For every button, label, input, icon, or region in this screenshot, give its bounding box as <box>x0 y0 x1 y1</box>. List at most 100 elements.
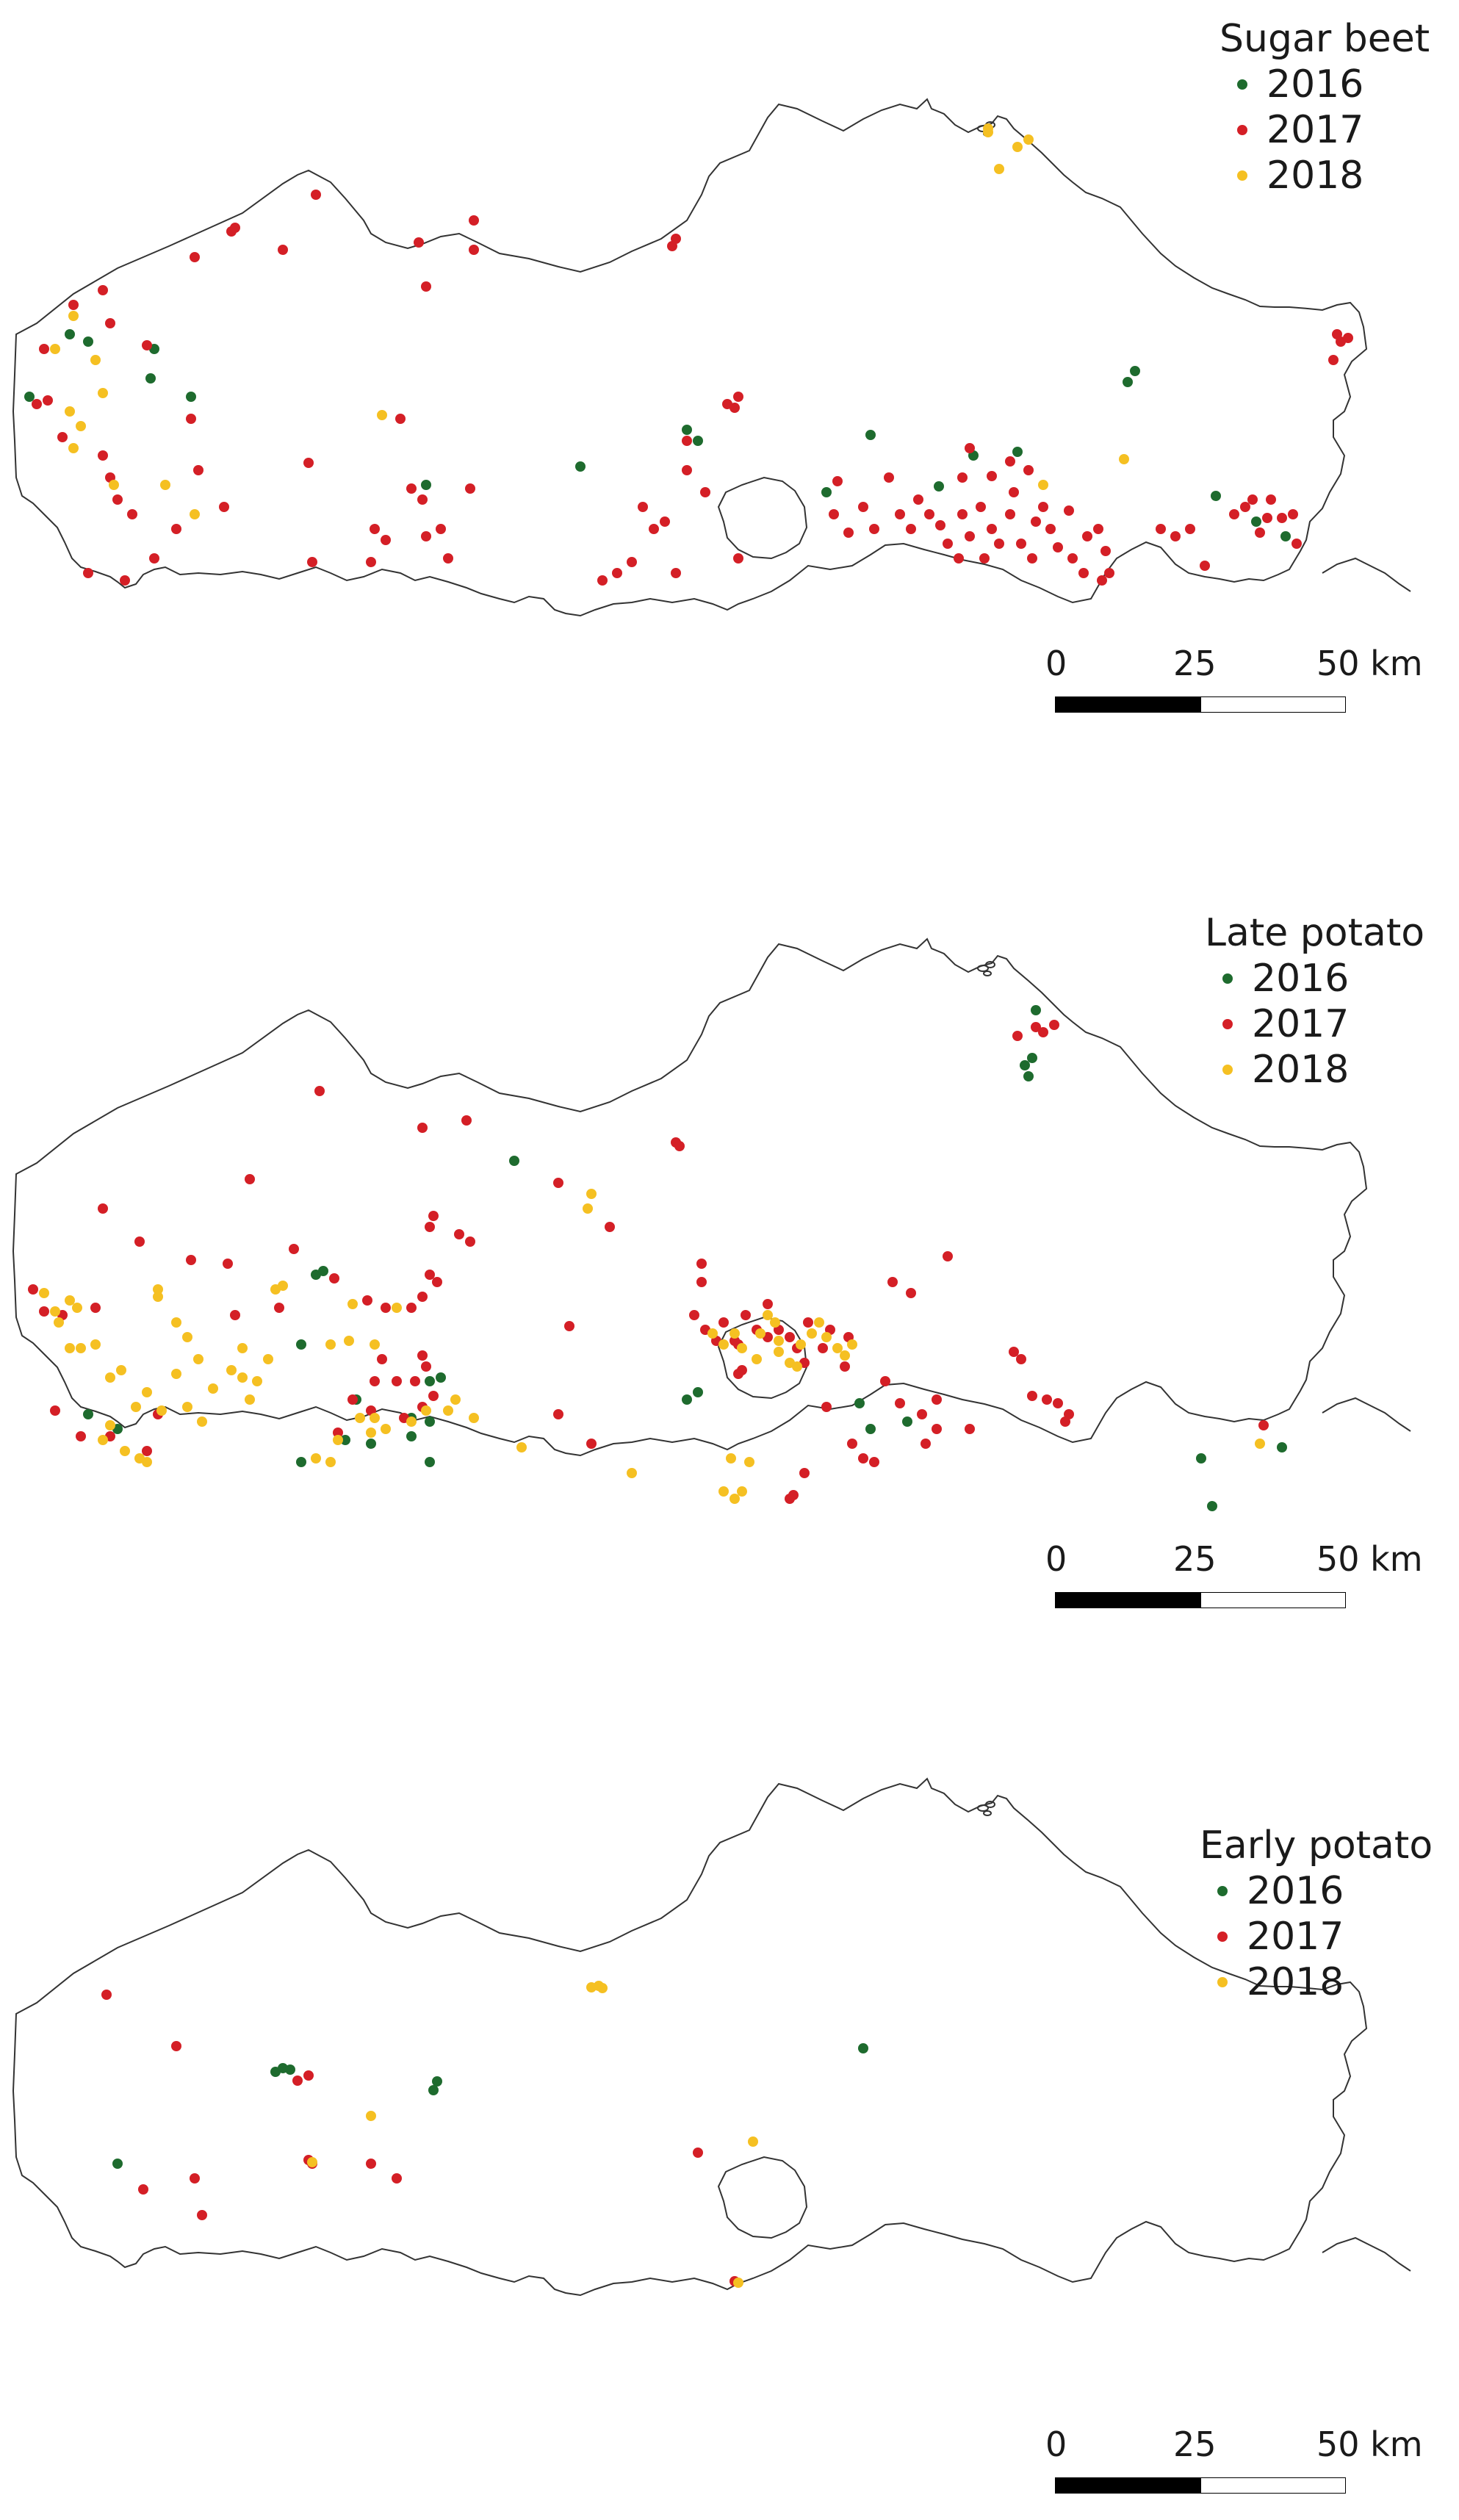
map-panel-sugar-beet: Sugar beet 2016 2017 2018 0 25 50 km <box>0 0 1459 840</box>
field-point-2016 <box>65 329 75 339</box>
field-point-2018 <box>737 1343 747 1353</box>
field-point-2017 <box>311 190 321 200</box>
field-point-2017 <box>76 1431 86 1441</box>
scale-tick-label: 50 km <box>1316 2424 1423 2464</box>
field-point-2016 <box>865 1424 876 1434</box>
field-point-2017 <box>193 465 203 475</box>
legend-item-2017: 2017 <box>1220 107 1430 153</box>
field-point-2016 <box>693 1387 703 1397</box>
legend: Early potato 2016 2017 2018 <box>1200 1823 1433 2005</box>
field-point-2017 <box>803 1317 813 1328</box>
scale-segment-black <box>1055 2477 1200 2494</box>
field-point-2017 <box>443 553 453 564</box>
legend-swatch <box>1237 79 1247 90</box>
scale-bar: 0 25 50 km <box>1028 644 1455 717</box>
field-point-2017 <box>682 436 692 446</box>
field-point-2017 <box>1031 516 1041 527</box>
scale-segment-white <box>1200 2477 1346 2494</box>
field-point-2017 <box>406 483 417 494</box>
field-point-2018 <box>847 1339 857 1350</box>
field-point-2017 <box>230 1310 240 1320</box>
field-point-2017 <box>906 1288 916 1298</box>
field-point-2017 <box>965 531 975 541</box>
field-point-2017 <box>858 1453 868 1464</box>
field-point-2017 <box>627 557 637 567</box>
field-point-2017 <box>965 1424 975 1434</box>
field-point-2017 <box>417 494 428 505</box>
field-point-2017 <box>98 285 108 295</box>
field-point-2016 <box>1023 1071 1034 1081</box>
field-point-2017 <box>1016 539 1026 549</box>
point-layer <box>24 123 1353 586</box>
field-point-2018 <box>730 1328 740 1339</box>
field-point-2018 <box>142 1457 152 1467</box>
field-point-2018 <box>469 1413 479 1423</box>
field-point-2017 <box>417 1123 428 1133</box>
field-point-2017 <box>425 1270 435 1280</box>
field-point-2018 <box>109 480 119 490</box>
scale-segment-white <box>1200 1592 1346 1608</box>
field-point-2017 <box>417 1350 428 1361</box>
field-point-2017 <box>1038 502 1048 512</box>
field-point-2017 <box>370 1376 380 1386</box>
legend-label: 2016 <box>1267 62 1364 107</box>
field-point-2017 <box>1009 1347 1019 1357</box>
field-point-2017 <box>799 1468 810 1478</box>
field-point-2017 <box>1005 456 1015 467</box>
field-point-2017 <box>1328 355 1339 365</box>
field-point-2018 <box>76 421 86 431</box>
field-point-2018 <box>994 164 1004 174</box>
field-point-2017 <box>843 528 854 538</box>
field-point-2016 <box>425 1376 435 1386</box>
field-point-2017 <box>333 1428 343 1438</box>
field-point-2016 <box>296 1457 306 1467</box>
field-point-2018 <box>366 1428 376 1438</box>
field-point-2017 <box>98 1203 108 1214</box>
field-point-2018 <box>270 1284 281 1295</box>
field-point-2018 <box>325 1339 336 1350</box>
field-point-2018 <box>763 1310 773 1320</box>
field-point-2017 <box>564 1321 574 1331</box>
field-point-2018 <box>68 443 79 453</box>
field-point-2017 <box>943 1251 953 1261</box>
field-point-2017 <box>1049 1020 1059 1030</box>
scale-tick-label: 25 <box>1173 644 1217 683</box>
field-point-2018 <box>840 1350 850 1361</box>
northern-islet <box>977 961 995 976</box>
field-point-2016 <box>1280 531 1291 541</box>
field-point-2017 <box>1156 524 1166 534</box>
field-point-2017 <box>847 1439 857 1449</box>
field-point-2017 <box>1266 494 1276 505</box>
field-point-2017 <box>197 2210 207 2220</box>
field-point-2018 <box>197 1416 207 1427</box>
field-point-2018 <box>832 1343 843 1353</box>
field-point-2017 <box>274 1303 284 1313</box>
legend-label: 2017 <box>1267 108 1364 152</box>
legend-label: 2016 <box>1252 957 1350 1001</box>
field-point-2017 <box>1027 553 1037 564</box>
field-point-2017 <box>1247 494 1258 505</box>
field-point-2017 <box>1038 1027 1048 1037</box>
field-point-2018 <box>131 1402 141 1412</box>
region-outline <box>12 1777 1411 2297</box>
map-panel-late-potato: Late potato 2016 2017 2018 0 25 50 km <box>0 840 1459 1680</box>
field-point-2018 <box>105 1372 115 1383</box>
field-point-2017 <box>219 502 229 512</box>
legend: Late potato 2016 2017 2018 <box>1205 910 1424 1092</box>
field-point-2017 <box>818 1343 828 1353</box>
islet-shape <box>983 971 992 976</box>
field-point-2017 <box>43 395 53 406</box>
field-point-2016 <box>1130 366 1140 376</box>
field-point-2018 <box>245 1394 255 1405</box>
field-point-2018 <box>182 1332 192 1342</box>
field-point-2017 <box>1067 553 1078 564</box>
field-point-2017 <box>105 318 115 328</box>
field-point-2017 <box>171 2041 181 2051</box>
field-point-2016 <box>145 373 156 384</box>
map-canvas <box>12 98 1411 617</box>
field-point-2018 <box>325 1457 336 1467</box>
field-point-2017 <box>292 2076 303 2086</box>
legend-item-2016: 2016 <box>1220 62 1430 107</box>
field-point-2016 <box>340 1435 350 1445</box>
field-point-2017 <box>906 524 916 534</box>
